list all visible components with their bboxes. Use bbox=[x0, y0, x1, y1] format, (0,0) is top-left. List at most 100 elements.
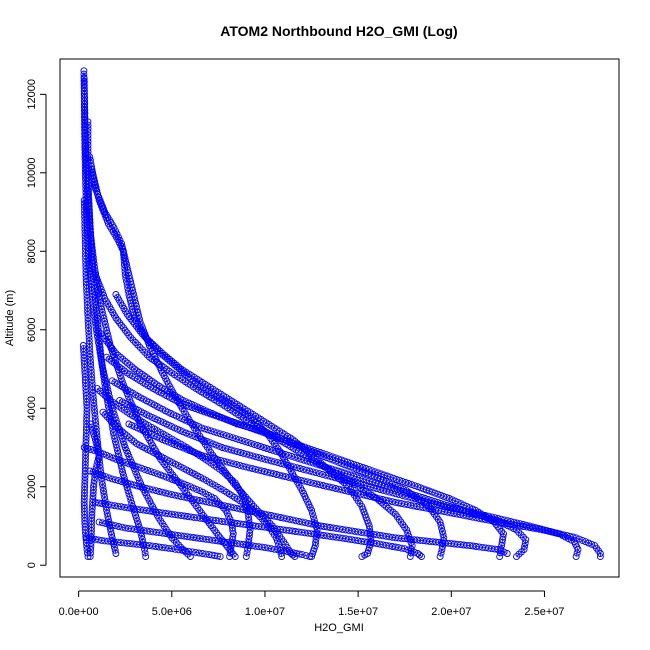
data-point bbox=[133, 482, 141, 490]
data-point bbox=[131, 462, 139, 470]
data-point bbox=[360, 491, 368, 499]
data-point bbox=[261, 455, 269, 463]
data-point bbox=[366, 493, 374, 501]
data-point bbox=[141, 549, 149, 557]
data-point bbox=[334, 467, 342, 475]
data-point bbox=[316, 461, 324, 469]
data-point bbox=[304, 444, 312, 452]
data-point bbox=[328, 465, 336, 473]
data-point bbox=[438, 528, 446, 535]
data-point bbox=[80, 200, 88, 207]
data-point bbox=[313, 460, 320, 468]
data-point bbox=[110, 538, 118, 546]
data-point bbox=[122, 459, 129, 467]
data-point bbox=[273, 537, 281, 545]
data-point bbox=[114, 424, 122, 432]
data-point bbox=[99, 472, 107, 479]
data-point bbox=[264, 511, 272, 519]
data-point bbox=[234, 420, 242, 428]
data-point bbox=[383, 472, 391, 480]
data-point bbox=[185, 403, 193, 410]
data-point bbox=[353, 461, 361, 469]
data-point bbox=[174, 478, 182, 486]
data-point bbox=[121, 271, 129, 279]
data-point bbox=[100, 291, 108, 299]
data-point bbox=[291, 453, 299, 461]
data-point bbox=[104, 402, 112, 410]
data-point bbox=[92, 439, 100, 447]
data-point bbox=[88, 165, 96, 173]
data-point bbox=[136, 343, 144, 351]
data-point bbox=[417, 484, 425, 492]
data-point bbox=[161, 544, 169, 552]
data-point bbox=[84, 118, 92, 126]
data-point bbox=[80, 67, 88, 75]
data-point bbox=[84, 304, 91, 312]
data-point bbox=[98, 357, 105, 364]
data-point bbox=[90, 402, 98, 410]
data-point bbox=[165, 544, 173, 552]
data-point bbox=[91, 285, 98, 293]
data-point bbox=[155, 543, 163, 551]
data-point bbox=[229, 434, 237, 442]
data-point bbox=[91, 409, 99, 417]
data-point bbox=[223, 458, 231, 466]
data-point bbox=[82, 268, 90, 276]
data-point bbox=[84, 317, 92, 325]
y-tick-label: 10000 bbox=[26, 158, 38, 189]
data-point bbox=[127, 480, 135, 488]
data-point bbox=[488, 517, 496, 525]
data-point bbox=[288, 452, 296, 460]
x-tick-label: 1.5e+07 bbox=[338, 606, 378, 618]
data-point bbox=[267, 457, 275, 465]
data-point bbox=[300, 477, 308, 485]
data-point bbox=[491, 545, 499, 553]
data-point bbox=[130, 438, 138, 446]
data-point bbox=[344, 458, 352, 466]
data-point bbox=[303, 478, 311, 486]
data-point bbox=[210, 455, 218, 463]
data-point bbox=[118, 458, 126, 465]
data-point bbox=[83, 285, 91, 293]
data-point bbox=[329, 484, 336, 492]
data-point bbox=[126, 540, 134, 548]
data-point bbox=[146, 485, 154, 493]
data-point bbox=[222, 415, 230, 423]
data-point bbox=[90, 281, 98, 289]
data-point bbox=[168, 439, 175, 447]
data-point bbox=[93, 314, 101, 322]
data-point bbox=[84, 154, 92, 162]
data-point bbox=[192, 548, 200, 556]
y-tick-label: 6000 bbox=[26, 318, 38, 342]
data-point bbox=[162, 437, 169, 445]
data-point bbox=[100, 373, 108, 381]
data-point bbox=[535, 525, 543, 533]
data-point bbox=[572, 534, 580, 542]
data-point bbox=[244, 542, 252, 550]
data-point bbox=[81, 209, 88, 217]
data-point bbox=[80, 196, 88, 204]
data-point bbox=[475, 514, 483, 522]
data-point bbox=[143, 351, 151, 359]
data-point bbox=[139, 346, 146, 354]
data-point bbox=[380, 500, 388, 508]
series-21 bbox=[112, 291, 321, 561]
data-point bbox=[319, 450, 327, 458]
data-point bbox=[569, 533, 577, 541]
data-point bbox=[396, 476, 403, 484]
data-point bbox=[182, 429, 190, 437]
data-point bbox=[96, 296, 104, 304]
data-point bbox=[118, 428, 126, 436]
data-point bbox=[260, 444, 268, 451]
y-axis-label: Altitude (m) bbox=[4, 290, 16, 346]
data-point bbox=[120, 539, 128, 547]
data-point bbox=[379, 496, 387, 503]
series-20 bbox=[80, 444, 237, 561]
data-point bbox=[117, 353, 125, 361]
data-point bbox=[104, 537, 112, 545]
data-point bbox=[309, 459, 317, 467]
data-point bbox=[98, 202, 105, 210]
data-point bbox=[119, 471, 127, 479]
data-point bbox=[81, 113, 89, 121]
data-point bbox=[379, 486, 387, 494]
